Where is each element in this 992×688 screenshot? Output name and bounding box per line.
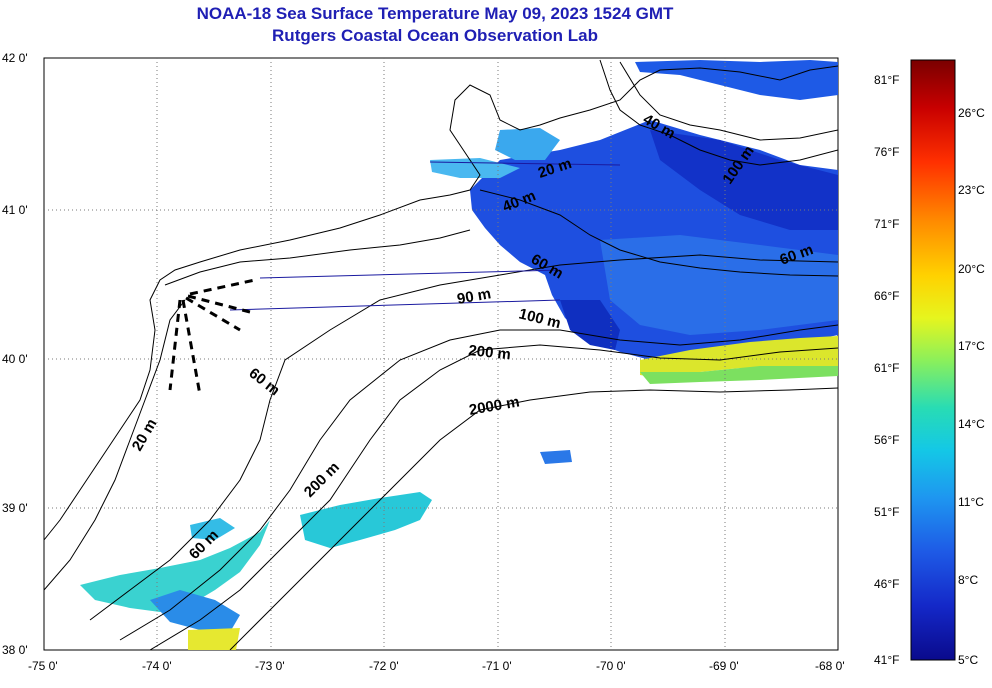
harbor-approach-lines <box>168 278 256 396</box>
sst-patch-yellow-corner <box>188 628 240 650</box>
lon-label: -72 0' <box>369 659 399 673</box>
sst-patch-dark-north <box>650 130 838 230</box>
gridlines <box>44 58 838 650</box>
sst-patch-cape-cod-bay <box>495 128 560 160</box>
colorbar-c-label: 17°C <box>958 339 985 353</box>
lon-label: -69 0' <box>709 659 739 673</box>
colorbar-c-label: 11°C <box>958 495 984 509</box>
lat-label: 42 0' <box>2 51 28 65</box>
latitude-axis: 42 0' 41 0' 40 0' 39 0' 38 0' <box>2 51 28 657</box>
contour-label: 200 m <box>468 342 512 363</box>
lon-label: -75 0' <box>28 659 58 673</box>
colorbar-f-label: 46°F <box>874 577 899 591</box>
lon-label: -73 0' <box>255 659 285 673</box>
lat-label: 39 0' <box>2 501 28 515</box>
lat-label: 41 0' <box>2 203 28 217</box>
contour-200m <box>149 344 838 650</box>
colorbar-c-label: 8°C <box>958 573 978 587</box>
lon-label: -71 0' <box>482 659 512 673</box>
shipping-lanes <box>229 161 621 311</box>
coastline-long-island <box>164 229 471 286</box>
colorbar-c-label: 23°C <box>958 183 985 197</box>
lat-label: 38 0' <box>2 643 28 657</box>
sst-patch-green-band <box>640 366 838 384</box>
colorbar-c-label: 20°C <box>958 262 985 276</box>
lon-label: -70 0' <box>596 659 626 673</box>
colorbar-f-label: 56°F <box>874 433 899 447</box>
coastline-mainland <box>44 65 838 541</box>
colorbar-c-label: 26°C <box>958 106 985 120</box>
colorbar-f-label: 66°F <box>874 289 899 303</box>
colorbar-c-label: 14°C <box>958 417 985 431</box>
colorbar-f-label: 81°F <box>874 73 899 87</box>
colorbar-f-label: 76°F <box>874 145 899 159</box>
lat-label: 40 0' <box>2 352 28 366</box>
sst-patch-south-cyan-2 <box>80 520 270 612</box>
contour-gulf-3 <box>479 189 838 277</box>
sst-patch-small-cyan <box>190 518 235 540</box>
colorbar-c-labels: 26°C 23°C 20°C 17°C 14°C 11°C 8°C 5°C <box>958 106 985 667</box>
contour-gulf <box>599 59 838 166</box>
colorbar-c-label: 5°C <box>958 653 978 667</box>
sst-patch-maine-coast <box>635 60 838 100</box>
sst-patch-south-blue <box>150 590 240 632</box>
colorbar-f-label: 71°F <box>874 217 899 231</box>
sst-patch-south-cyan-1 <box>300 492 432 548</box>
lon-label: -68 0' <box>815 659 845 673</box>
colorbar <box>910 59 956 661</box>
lon-label: -74 0' <box>142 659 172 673</box>
colorbar-f-label: 51°F <box>874 505 899 519</box>
contour-2000m <box>229 387 838 650</box>
contour-20m-south <box>44 299 186 591</box>
colorbar-f-labels: 81°F 76°F 71°F 66°F 61°F 56°F 51°F 46°F … <box>874 73 899 667</box>
map-title: NOAA-18 Sea Surface Temperature May 09, … <box>196 4 674 23</box>
longitude-axis: -75 0' -74 0' -73 0' -72 0' -71 0' -70 0… <box>28 659 845 673</box>
coastline-layer <box>44 59 838 650</box>
colorbar-f-label: 61°F <box>874 361 899 375</box>
contour-100m <box>119 324 838 641</box>
map-subtitle: Rutgers Coastal Ocean Observation Lab <box>272 26 598 45</box>
colorbar-f-label: 41°F <box>874 653 899 667</box>
sst-patch-tiny-blue <box>540 450 572 464</box>
contour-label: 90 m <box>456 285 493 308</box>
contour-gulf-2 <box>619 61 838 141</box>
